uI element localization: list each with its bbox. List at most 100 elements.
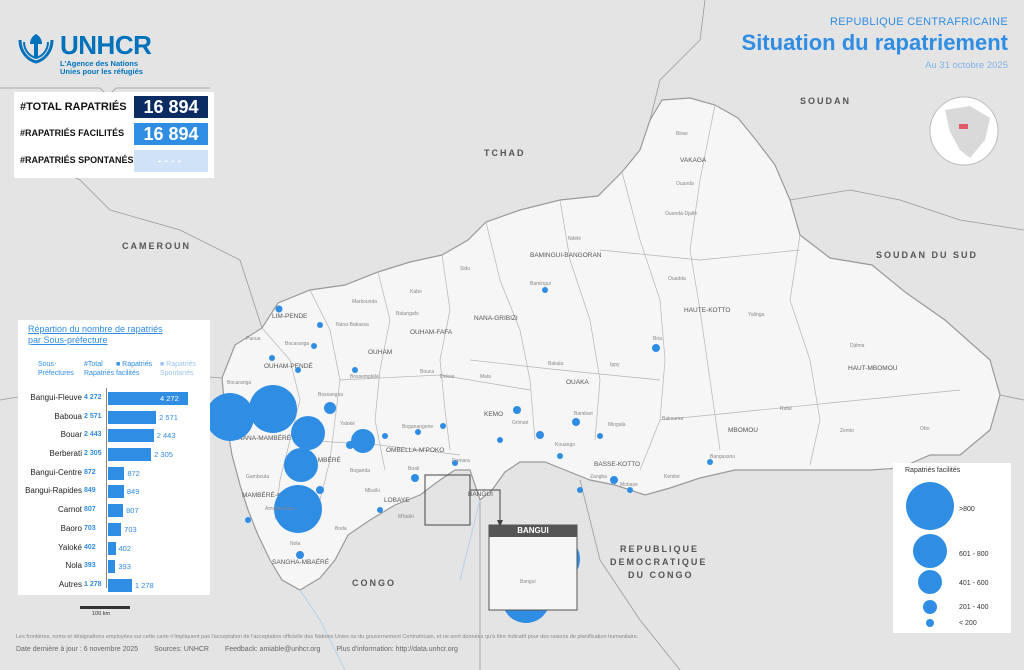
bubble-legend-dot [923,600,937,614]
panel-row-value: 402 [118,543,132,553]
pref-haut-mbomou: HAUT-MBOMOU [848,365,898,372]
scale-bar-line [80,606,130,609]
svg-text:Grimari: Grimari [512,420,528,426]
town-dot [311,343,317,349]
town-dot [452,460,458,466]
svg-text:Mingala: Mingala [608,422,626,428]
kpi-spontaneous-value: ---- [134,150,208,172]
pref-sangha: SANGHA-MBAÉRÉ [272,557,330,566]
town-dot [536,431,544,439]
panel-row: Bangui-Fleuve 4 272 4 272 [18,390,210,409]
town-dot [652,344,660,352]
pref-ouaka: OUAKA [566,379,589,386]
pref-lim-pende: LIM-PENDE [272,313,308,320]
bubble-legend-label: < 200 [959,620,977,627]
bubble-legend-label: >800 [959,506,975,513]
panel-row-total: 393 [84,562,96,570]
svg-text:Mala: Mala [480,374,491,380]
bubble-legend-label: 601 - 800 [959,551,989,558]
legend-subpref-1: Sous- [38,361,57,368]
town-dot [275,305,283,313]
pref-lobaye: LOBAYE [384,497,410,504]
legend-subpref-2: Préfectures [38,370,74,377]
panel-title-2: par Sous-préfecture [28,335,108,345]
bubble-legend-label: 201 - 400 [959,604,989,611]
svg-text:Mbaïki: Mbaïki [365,488,380,494]
panel-row-bar [108,392,188,405]
rivers [299,499,481,670]
pref-ouham-pende: OUHAM-PENDÉ [264,361,313,370]
svg-text:Bossangoa: Bossangoa [318,392,343,398]
panel-title-1: Répartion du nombre de rapatriés [28,324,163,334]
kpi-total: #TOTAL RAPATRIÉS 16 894 [14,96,209,118]
bubble-legend-dot [926,619,934,627]
panel-legend: Sous- Préfectures #Total Rapatriés ■ Rapat… [24,360,208,382]
panel-row-name: Bouar [60,430,82,440]
town-dot [577,487,583,493]
panel-row-bar [108,429,154,443]
legend-subpref: Sous- Préfectures [38,360,74,378]
svg-text:Amada-Gaza: Amada-Gaza [265,506,295,512]
footer-disclaimer: Les frontières, noms et désignations emp… [16,634,639,640]
town-dot [610,476,618,484]
svg-text:Damara: Damara [452,458,470,464]
svg-text:Kembé: Kembé [664,474,680,480]
panel-row-name: Bangui-Fleuve [30,393,82,402]
svg-text:Sido: Sido [460,266,470,272]
svg-text:Bria: Bria [653,336,662,342]
pref-haute-kotto: HAUTE-KOTTO [684,307,730,314]
town-dot [324,402,336,414]
subprefecture-panel: Répartion du nombre de rapatriés par Sou… [18,320,210,595]
town-dot [411,474,419,482]
panel-row-value: 849 [126,487,140,497]
legend-fac-2: facilités [116,370,140,377]
panel-row-bar [108,504,124,518]
svg-text:Markounda: Markounda [352,299,377,305]
panel-row-total: 2 305 [84,450,102,458]
svg-text:Kabo: Kabo [410,289,422,295]
panel-row-total: 872 [84,468,96,476]
bubble-berberati [274,485,322,533]
town-dot [269,355,275,361]
bangui-zoom-arrow [497,520,503,527]
panel-row-value: 393 [118,562,131,572]
bubble-carnot [284,448,318,482]
panel-row: Berberati 2 305 2 305 [18,446,210,465]
prefecture-labels: VAKAGA BAMINGUI-BANGORAN HAUTE-KOTTO HAU… [238,157,898,566]
bangui-zoom-box [424,474,471,526]
panel-row-name: Baboua [54,411,82,421]
svg-text:Boganangone: Boganangone [402,424,433,430]
panel-row-value: 807 [126,506,139,516]
town-labels: Birao Ouanda Ouanda-Djallé Ndélé Bamingu… [227,131,930,585]
svg-text:Nana-Bakassa: Nana-Bakassa [336,322,369,328]
panel-row-bar [108,578,132,592]
town-dot [707,459,713,465]
scale-bar: 100 km [80,606,134,618]
svg-text:Bakouma: Bakouma [662,416,683,422]
svg-text:Ouanda: Ouanda [676,181,694,187]
svg-text:Ouanda-Djallé: Ouanda-Djallé [665,211,697,217]
svg-text:Kouango: Kouango [555,442,575,448]
bangui-zoom-connector [470,489,501,525]
panel-row: Autres 1 278 1 278 [18,577,210,596]
org-tagline-2: Unies pour les réfugiés [60,67,143,76]
kpi-spontaneous-label: #RAPATRIÉS SPONTANÉS [20,155,134,165]
bubble-legend-dot [906,482,954,530]
pref-bangui: BANGUI [468,491,493,498]
panel-row-total: 2 443 [84,431,102,439]
footer-info[interactable]: Plus d'information: http://data.unhcr.or… [336,646,458,653]
panel-divider [106,388,107,588]
svg-text:Ippy: Ippy [610,362,620,368]
town-dot [317,322,323,328]
town-dot [351,429,375,453]
header-date: Au 31 octobre 2025 [925,60,1008,71]
footer-feedback[interactable]: Feedback: amiable@unhcr.org [224,646,321,653]
org-name: UNHCR [60,30,152,60]
legend-total-2: Rapatriés [84,370,114,377]
pref-vakaga: VAKAGA [680,157,707,164]
pref-basse-kotto: BASSE-KOTTO [594,461,640,468]
label-soudan-du-sud: SOUDAN DU SUD [876,250,978,260]
town-dot [377,507,383,513]
svg-text:Paoua: Paoua [246,336,261,342]
svg-text:Boda: Boda [335,526,347,532]
